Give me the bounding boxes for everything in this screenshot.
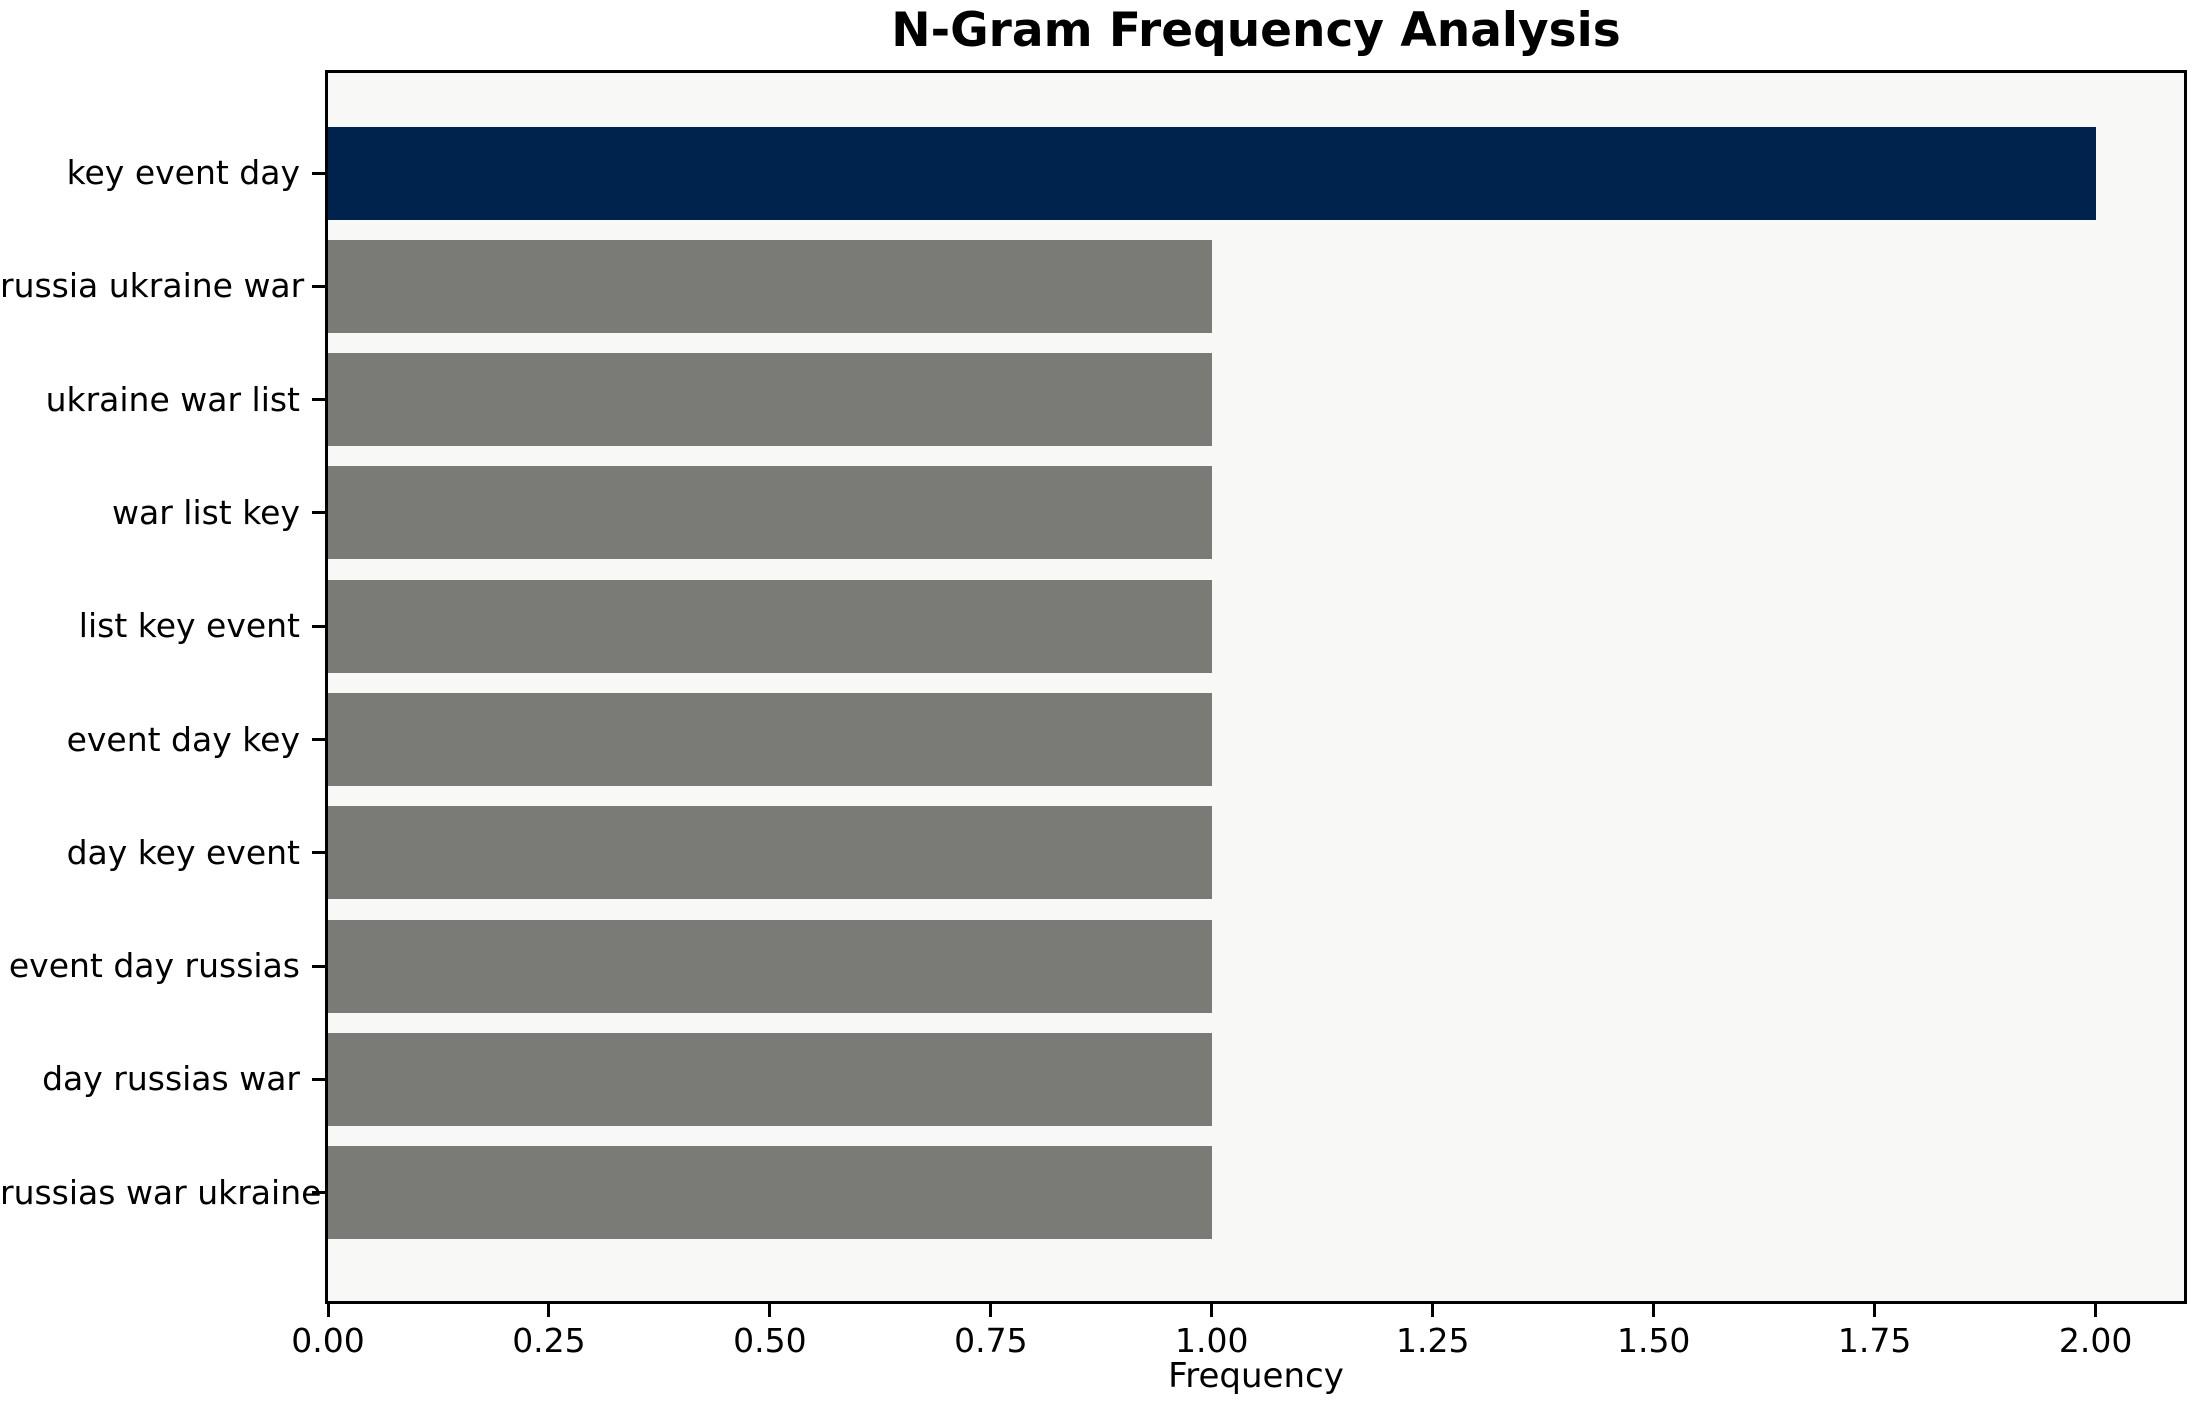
x-tick-label: 0.50 — [733, 1321, 807, 1360]
x-tick-mark — [326, 1304, 330, 1317]
bar-russia-ukraine-war — [328, 239, 1212, 333]
y-tick-mark — [312, 964, 325, 968]
y-tick-label: event day russias — [8, 946, 300, 986]
bar-ukraine-war-list — [328, 353, 1212, 447]
bar-russias-war-ukraine — [328, 1146, 1212, 1240]
bar-key-event-day — [328, 126, 2096, 220]
y-tick-label: russias war ukraine — [0, 1172, 322, 1212]
y-tick-mark — [312, 511, 325, 515]
y-tick-label: day russias war — [42, 1059, 300, 1099]
x-tick-mark — [1652, 1304, 1656, 1317]
y-tick-label: day key event — [66, 832, 300, 872]
bar-day-russias-war — [328, 1032, 1212, 1126]
y-tick-label: ukraine war list — [45, 379, 300, 419]
x-tick-mark — [768, 1304, 772, 1317]
y-tick-label: war list key — [112, 492, 300, 532]
y-tick-mark — [312, 1077, 325, 1081]
y-tick-mark — [312, 1191, 325, 1195]
bar-event-day-key — [328, 693, 1212, 786]
x-tick-label: 0.75 — [954, 1321, 1028, 1360]
x-tick-label: 2.00 — [2058, 1321, 2133, 1360]
y-tick-label: key event day — [66, 153, 300, 192]
y-tick-mark — [312, 284, 325, 288]
x-tick-mark — [1431, 1304, 1435, 1317]
x-tick-mark — [1210, 1304, 1214, 1317]
y-tick-label: list key event — [78, 606, 300, 646]
y-tick-mark — [312, 624, 325, 628]
x-tick-mark — [989, 1304, 993, 1317]
y-tick-mark — [312, 398, 325, 402]
chart-title: N-Gram Frequency Analysis — [891, 3, 1621, 58]
x-tick-label: 1.50 — [1616, 1321, 1691, 1360]
x-tick-label: 1.75 — [1837, 1321, 1912, 1360]
x-tick-label: 1.25 — [1396, 1321, 1470, 1360]
bar-day-key-event — [328, 806, 1212, 900]
x-tick-mark — [547, 1304, 551, 1317]
y-tick-label: russia ukraine war — [0, 266, 305, 306]
bar-event-day-russias — [328, 919, 1212, 1013]
x-axis-label: Frequency — [1168, 1356, 1344, 1396]
bar-list-key-event — [328, 579, 1212, 673]
x-tick-label: 0.25 — [512, 1321, 586, 1360]
y-tick-mark — [312, 171, 325, 175]
y-tick-mark — [312, 851, 325, 855]
x-tick-mark — [2094, 1304, 2098, 1317]
plot-area — [325, 70, 2187, 1304]
y-tick-label: event day key — [66, 719, 300, 759]
x-tick-mark — [1873, 1304, 1877, 1317]
y-tick-mark — [312, 738, 325, 741]
x-tick-label: 1.00 — [1175, 1321, 1249, 1360]
x-tick-label: 0.00 — [291, 1321, 365, 1360]
bar-war-list-key — [328, 466, 1212, 560]
